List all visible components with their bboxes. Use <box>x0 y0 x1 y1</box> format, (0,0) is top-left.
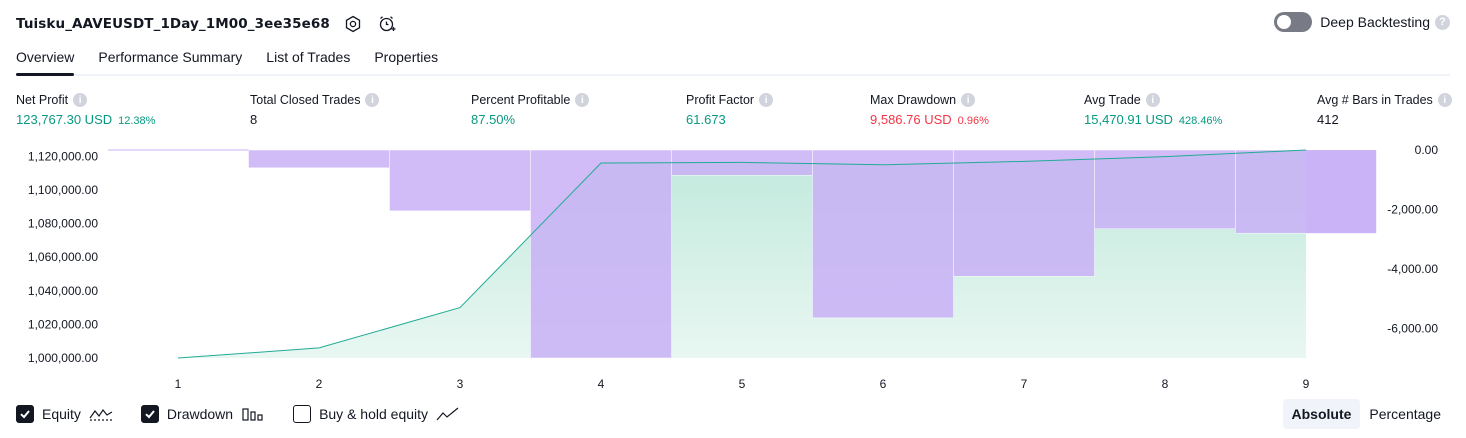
metric-label: Avg # Bars in Trades <box>1317 93 1433 107</box>
buy-hold-line-icon <box>436 407 459 421</box>
legend-equity-label: Equity <box>42 406 81 422</box>
deep-backtesting: Deep Backtesting ? <box>1274 12 1450 32</box>
metric-profit-factor: Profit Factor i 61.673 <box>686 93 774 127</box>
equity-line <box>177 149 1307 359</box>
info-icon[interactable]: i <box>759 93 774 107</box>
left-axis-labels: 1,120,000.00 1,100,000.00 1,080,000.00 1,06… <box>28 149 98 365</box>
right-axis-tick-label: -4,000.00 <box>1387 262 1438 276</box>
info-icon[interactable]: i <box>961 93 976 107</box>
metric-label: Max Drawdown <box>870 93 957 107</box>
equity-line-icon <box>89 408 113 421</box>
x-axis-tick-label: 6 <box>880 377 887 391</box>
tab-properties[interactable]: Properties <box>374 49 439 65</box>
x-axis-labels: 1 2 3 4 5 6 7 8 9 <box>175 377 1310 391</box>
drawdown-checkbox[interactable] <box>140 405 159 423</box>
legend-buy-hold-label: Buy & hold equity <box>319 406 429 422</box>
metric-value: 15,470.91 USD <box>1084 112 1173 127</box>
alert-clock-icon[interactable] <box>376 13 398 35</box>
drawdown-bar <box>530 149 672 359</box>
metric-value: 9,586.76 USD <box>870 112 952 127</box>
strategy-title: Tuisku_AAVEUSDT_1Day_1M00_3ee35e68 <box>16 16 330 32</box>
x-axis-tick-label: 4 <box>598 377 605 391</box>
metric-label: Net Profit <box>16 93 69 107</box>
metric-avg-bars: Avg # Bars in Trades i 412 <box>1317 93 1452 127</box>
left-axis-tick-label: 1,020,000.00 <box>28 317 98 331</box>
strategy-header: Tuisku_AAVEUSDT_1Day_1M00_3ee35e68 <box>16 10 398 38</box>
chart-legend: Equity Drawdown Buy & hold equity <box>16 403 488 425</box>
info-icon[interactable]: i <box>365 93 380 107</box>
left-axis-tick-label: 1,040,000.00 <box>28 284 98 298</box>
x-axis-tick-label: 5 <box>739 377 746 391</box>
metric-avg-trade: Avg Trade i 15,470.91 USD 428.46% <box>1084 93 1222 127</box>
drawdown-bar <box>1094 149 1236 229</box>
info-icon[interactable]: i <box>575 93 590 107</box>
left-axis-tick-label: 1,060,000.00 <box>28 250 98 264</box>
value-mode-switch: Absolute Percentage <box>1282 399 1451 429</box>
deep-backtesting-label: Deep Backtesting <box>1320 14 1430 30</box>
metric-total-closed-trades: Total Closed Trades i 8 <box>250 93 380 127</box>
drawdown-bars-icon <box>242 408 263 421</box>
right-axis-tick-label: -6,000.00 <box>1387 321 1438 335</box>
report-tabs: Overview Performance Summary List of Tra… <box>16 44 1450 76</box>
deep-backtesting-toggle[interactable] <box>1274 12 1313 32</box>
metric-max-drawdown: Max Drawdown i 9,586.76 USD 0.96% <box>870 93 989 127</box>
settings-icon[interactable] <box>342 13 364 35</box>
legend-drawdown[interactable]: Drawdown <box>140 405 265 423</box>
equity-line-layer <box>177 149 1307 359</box>
percentage-button[interactable]: Percentage <box>1369 406 1441 422</box>
drawdown-bar <box>953 149 1095 277</box>
right-axis-tick-label: -2,000.00 <box>1387 202 1438 216</box>
legend-drawdown-label: Drawdown <box>166 406 234 422</box>
left-axis-tick-label: 1,120,000.00 <box>28 149 98 163</box>
absolute-button[interactable]: Absolute <box>1282 399 1361 429</box>
legend-buy-hold[interactable]: Buy & hold equity <box>293 405 460 423</box>
help-icon[interactable]: ? <box>1435 14 1450 30</box>
metric-value: 61.673 <box>686 112 726 127</box>
equity-checkbox[interactable] <box>16 405 34 423</box>
metric-percent: 12.38% <box>118 115 156 127</box>
right-axis-tick-label: 0.00 <box>1415 143 1439 157</box>
metric-value: 412 <box>1317 112 1339 127</box>
toggle-knob <box>1277 15 1292 29</box>
metric-value: 123,767.30 USD <box>16 112 113 127</box>
x-axis-tick-label: 7 <box>1021 377 1028 391</box>
legend-equity[interactable]: Equity <box>16 405 113 423</box>
info-icon[interactable]: i <box>1437 93 1452 107</box>
equity-drawdown-chart[interactable]: 1,120,000.00 1,100,000.00 1,080,000.00 1,06… <box>0 140 1466 398</box>
x-axis-tick-label: 8 <box>1162 377 1169 391</box>
drawdown-bar <box>389 149 531 212</box>
left-axis-tick-label: 1,080,000.00 <box>28 217 98 231</box>
drawdown-bar <box>248 149 390 169</box>
metric-label: Total Closed Trades <box>250 93 361 107</box>
metric-label: Avg Trade <box>1084 93 1141 107</box>
left-axis-tick-label: 1,100,000.00 <box>28 183 98 197</box>
tab-list-of-trades[interactable]: List of Trades <box>266 49 351 65</box>
x-axis-tick-label: 1 <box>175 377 182 391</box>
x-axis-tick-label: 2 <box>316 377 323 391</box>
right-axis-labels: 0.00 -2,000.00 -4,000.00 -6,000.00 <box>1387 143 1438 335</box>
metric-label: Profit Factor <box>686 93 755 107</box>
metric-percent-profitable: Percent Profitable i 87.50% <box>471 93 590 127</box>
metrics-row: Net Profit i 123,767.30 USD 12.38% Total C… <box>16 93 1452 133</box>
drawdown-bars-layer <box>108 149 1377 359</box>
buy-hold-checkbox[interactable] <box>293 405 312 423</box>
metric-value: 87.50% <box>471 112 516 127</box>
drawdown-bar <box>812 149 954 319</box>
metric-label: Percent Profitable <box>471 93 571 107</box>
info-icon[interactable]: i <box>1145 93 1160 107</box>
metric-percent: 0.96% <box>957 115 989 127</box>
metric-net-profit: Net Profit i 123,767.30 USD 12.38% <box>16 93 155 127</box>
left-axis-tick-label: 1,000,000.00 <box>28 351 98 365</box>
drawdown-bar <box>1306 150 1376 234</box>
x-axis-tick-label: 3 <box>457 377 464 391</box>
x-axis-tick-label: 9 <box>1303 377 1310 391</box>
metric-percent: 428.46% <box>1178 115 1223 127</box>
info-icon[interactable]: i <box>73 93 88 107</box>
metric-value: 8 <box>250 112 258 127</box>
tab-performance-summary[interactable]: Performance Summary <box>98 49 243 65</box>
tab-overview[interactable]: Overview <box>16 44 75 76</box>
